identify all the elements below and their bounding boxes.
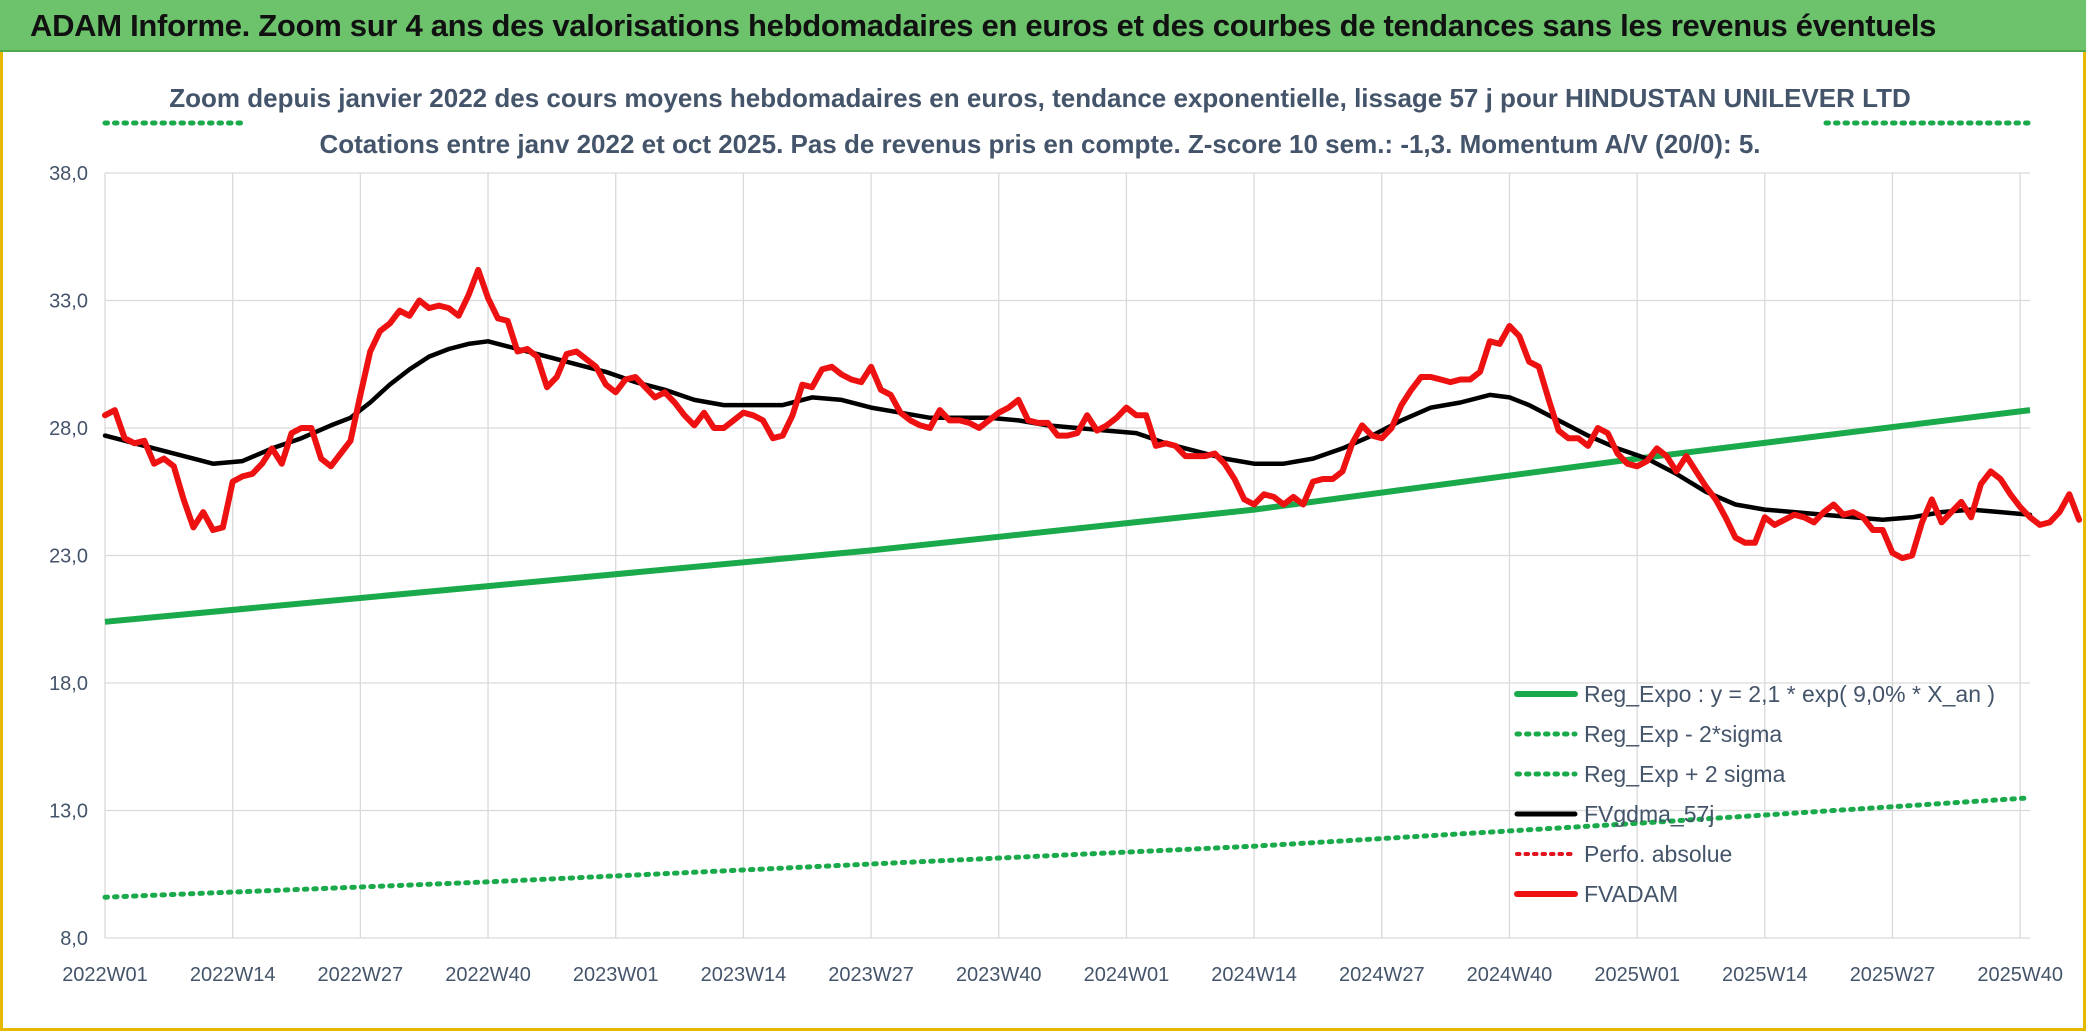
x-axis-ticks: 2022W01 2022W14 2022W27 2022W40 2023W01 2023W…	[62, 964, 2063, 986]
x-tick-label: 2025W27	[1850, 964, 1936, 986]
x-tick-label: 2025W14	[1722, 964, 1808, 986]
x-tick-label: 2024W40	[1467, 964, 1553, 986]
legend: Reg_Expo : y = 2,1 * exp( 9,0% * X_an ) R…	[1514, 681, 1995, 907]
x-tick-label: 2024W14	[1211, 964, 1297, 986]
legend-label-plus: Reg_Exp + 2 sigma	[1584, 761, 1786, 787]
chart-frame	[0, 52, 2086, 1031]
x-tick-label: 2023W40	[956, 964, 1042, 986]
x-tick-label: 2023W27	[828, 964, 914, 986]
series-lines	[102, 120, 2083, 900]
x-tick-label: 2025W40	[1977, 964, 2063, 986]
series-fvadam	[102, 266, 2083, 562]
y-tick-label: 23,0	[49, 546, 88, 568]
gridlines	[104, 172, 2030, 939]
report-title: ADAM Informe. Zoom sur 4 ans des valoris…	[30, 8, 1937, 43]
x-tick-label: 2024W27	[1339, 964, 1425, 986]
series-reg-minus-2sigma	[102, 795, 2033, 900]
y-tick-label: 13,0	[49, 801, 88, 823]
x-tick-label: 2022W01	[62, 964, 148, 986]
x-tick-label: 2023W01	[573, 964, 659, 986]
legend-label-minus: Reg_Exp - 2*sigma	[1584, 721, 1782, 747]
x-tick-label: 2022W14	[190, 964, 276, 986]
y-tick-label: 38,0	[49, 163, 88, 185]
x-tick-label: 2024W01	[1084, 964, 1170, 986]
x-tick-label: 2025W01	[1594, 964, 1680, 986]
chart-subtitle-line2: Cotations entre janv 2022 et oct 2025. P…	[319, 129, 1760, 159]
series-fvgdma-57j	[102, 339, 2033, 523]
series-reg-expo	[104, 407, 2031, 625]
y-tick-label: 8,0	[60, 928, 88, 950]
legend-label-perfo: Perfo. absolue	[1584, 841, 1732, 867]
y-tick-label: 18,0	[49, 673, 88, 695]
x-tick-label: 2022W40	[445, 964, 531, 986]
y-axis-ticks: 8,0 13,0 18,0 23,0 28,0 33,0 38,0	[49, 163, 88, 950]
y-tick-label: 28,0	[49, 418, 88, 440]
header-banner: ADAM Informe. Zoom sur 4 ans des valoris…	[0, 0, 2086, 52]
chart-subtitle-line1: Zoom depuis janvier 2022 des cours moyen…	[169, 83, 1911, 113]
x-tick-label: 2022W27	[318, 964, 404, 986]
y-tick-label: 33,0	[49, 291, 88, 313]
legend-label-reg_expo: Reg_Expo : y = 2,1 * exp( 9,0% * X_an )	[1584, 681, 1995, 707]
legend-label-fvgdma: FVgdma_57j	[1584, 801, 1714, 827]
legend-label-fvadam: FVADAM	[1584, 881, 1678, 907]
x-tick-label: 2023W14	[701, 964, 787, 986]
